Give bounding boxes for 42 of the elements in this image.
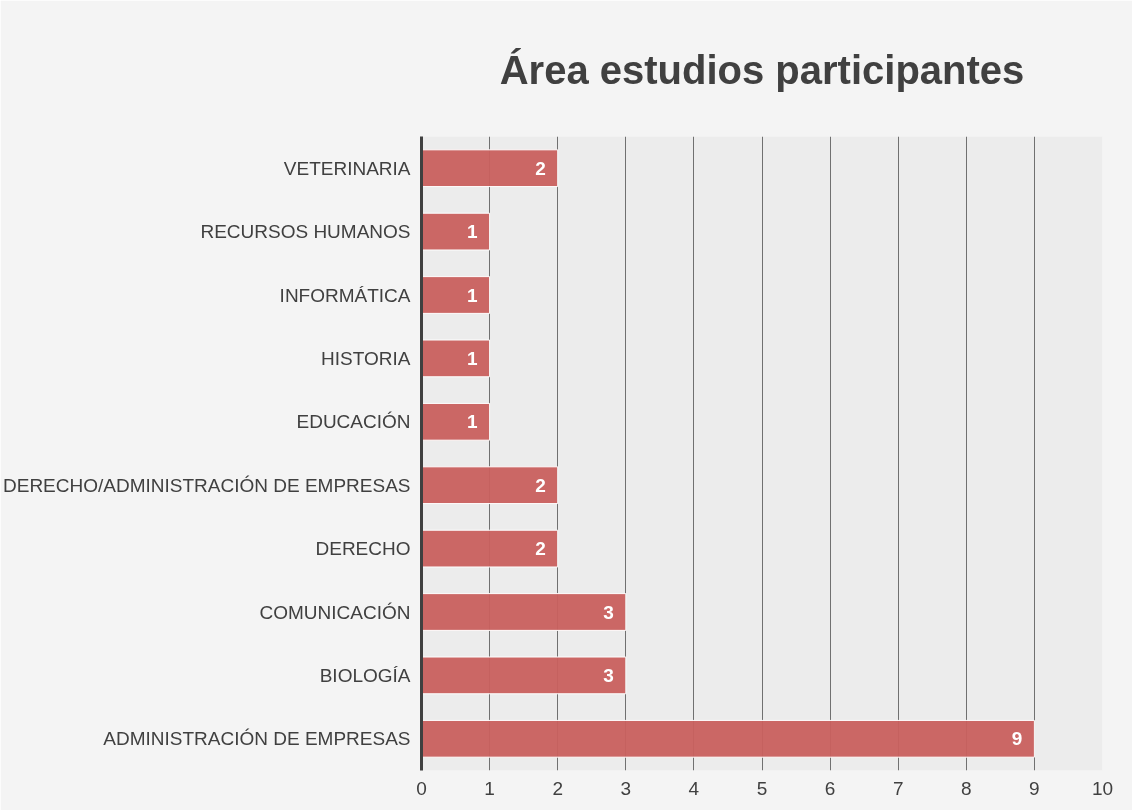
chart-title: Área estudios participantes xyxy=(499,47,1025,92)
y-tick-label: COMUNICACIÓN xyxy=(259,601,411,623)
y-tick-label: HISTORIA xyxy=(321,347,411,369)
y-tick-label: DERECHO/ADMINISTRACIÓN DE EMPRESAS xyxy=(3,474,411,496)
x-tick-label: 7 xyxy=(892,777,904,799)
bar xyxy=(421,529,559,568)
x-tick-label: 5 xyxy=(756,777,768,799)
data-label: 1 xyxy=(467,347,479,369)
bar xyxy=(421,719,1035,758)
x-tick-label: 10 xyxy=(1091,777,1114,799)
data-label: 1 xyxy=(467,221,479,243)
x-tick-label: 0 xyxy=(416,777,427,799)
y-tick-label: INFORMÁTICA xyxy=(279,284,411,306)
bar xyxy=(421,593,627,631)
y-tick-label: RECURSOS HUMANOS xyxy=(200,221,411,243)
bar xyxy=(421,276,491,314)
x-tick-label: 6 xyxy=(824,777,836,799)
bar xyxy=(421,402,491,441)
data-label: 1 xyxy=(467,411,479,433)
data-label: 3 xyxy=(603,664,614,686)
x-tick-label: 9 xyxy=(1029,777,1040,799)
x-tick-label: 2 xyxy=(552,777,563,799)
data-label: 2 xyxy=(535,474,546,496)
bar xyxy=(421,466,559,505)
data-label: 2 xyxy=(535,157,546,179)
bar xyxy=(421,656,627,695)
y-tick-label: EDUCACIÓN xyxy=(296,411,411,433)
data-label: 2 xyxy=(535,538,546,560)
data-label: 3 xyxy=(603,601,614,623)
x-tick-label: 8 xyxy=(961,777,972,799)
x-tick-label: 1 xyxy=(484,777,495,799)
y-tick-label: BIOLOGÍA xyxy=(319,664,411,686)
x-tick-label: 4 xyxy=(688,777,700,799)
bar xyxy=(421,339,491,378)
data-label: 9 xyxy=(1011,728,1023,750)
data-label: 1 xyxy=(467,284,479,306)
y-tick-label: DERECHO xyxy=(315,538,411,560)
y-tick-label: VETERINARIA xyxy=(283,157,411,179)
bar xyxy=(421,149,559,188)
x-tick-label: 3 xyxy=(620,777,632,799)
y-tick-label: ADMINISTRACIÓN DE EMPRESAS xyxy=(103,728,411,750)
bar xyxy=(421,212,491,251)
